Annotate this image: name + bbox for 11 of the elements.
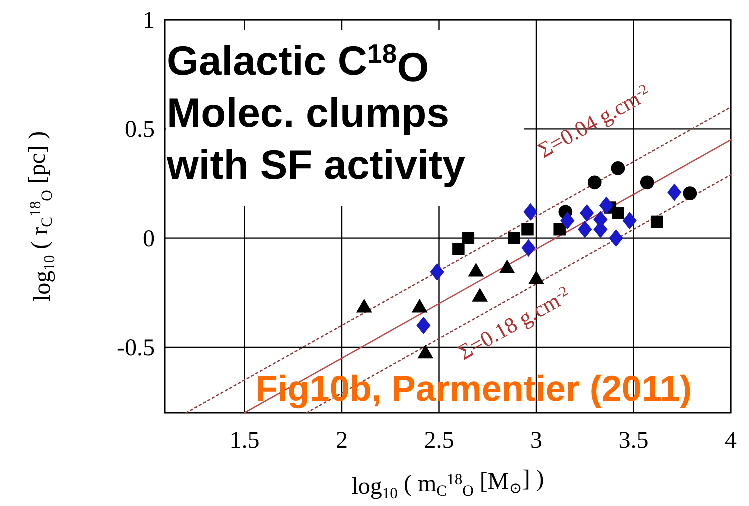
x-tick-label: 3.5 (618, 428, 649, 454)
y-tick-label: 0.5 (125, 117, 155, 144)
x-tick-label: 4 (725, 428, 737, 454)
y-tick-label: 1 (143, 8, 155, 34)
y-tick-label: 0 (143, 226, 155, 252)
x-tick-label: 3 (530, 428, 542, 454)
x-tick-label: 2 (336, 428, 348, 454)
y-tick-label: -0.5 (117, 336, 155, 362)
text: Galactic C$^{18}$O Molec. clumps with SF activity (166, 38, 466, 188)
x-tick-label: 1.5 (230, 428, 260, 454)
x-tick-label: 2.5 (424, 428, 454, 454)
